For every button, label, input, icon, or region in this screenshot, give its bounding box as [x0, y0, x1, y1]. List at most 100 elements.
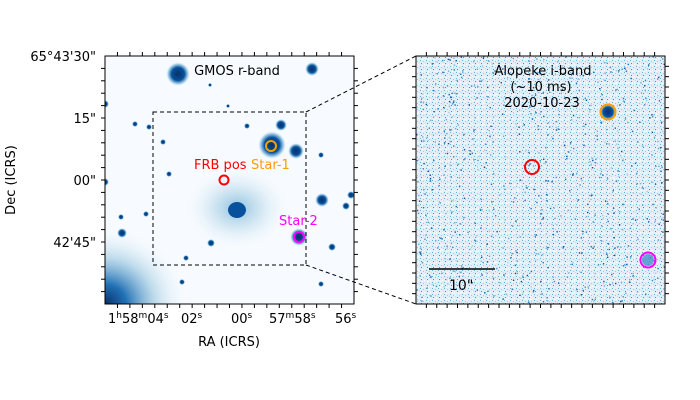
- noise-speck: [429, 180, 432, 182]
- noise-speck: [514, 272, 517, 275]
- noise-speck: [562, 72, 564, 75]
- noise-speck: [657, 141, 659, 143]
- noise-speck: [502, 100, 505, 102]
- noise-speck: [479, 208, 481, 210]
- noise-speck: [480, 198, 482, 201]
- x-tick-label: 56s: [335, 311, 357, 327]
- noise-speck: [613, 237, 615, 239]
- noise-speck: [624, 67, 626, 69]
- noise-speck: [468, 104, 470, 106]
- frb-marker-right: [524, 159, 540, 175]
- noise-speck: [427, 72, 429, 74]
- noise-speck: [551, 223, 553, 226]
- noise-speck: [441, 272, 443, 275]
- noise-speck: [516, 270, 518, 273]
- noise-speck: [533, 128, 535, 130]
- noise-speck: [634, 219, 637, 221]
- noise-speck: [540, 213, 542, 215]
- noise-speck: [430, 67, 432, 69]
- noise-speck: [522, 232, 524, 235]
- noise-speck: [587, 203, 589, 205]
- noise-speck: [528, 78, 531, 80]
- noise-speck: [473, 85, 476, 87]
- noise-speck: [436, 73, 438, 75]
- noise-speck: [658, 223, 660, 225]
- noise-speck: [591, 298, 594, 301]
- noise-speck: [622, 265, 625, 267]
- noise-speck: [591, 167, 594, 169]
- noise-speck: [558, 282, 560, 284]
- noise-speck: [509, 119, 511, 121]
- noise-speck: [459, 204, 461, 206]
- noise-speck: [487, 290, 489, 292]
- noise-speck: [580, 271, 582, 274]
- noise-speck: [496, 267, 498, 270]
- noise-speck: [454, 127, 457, 130]
- noise-speck: [429, 177, 432, 180]
- noise-speck: [515, 123, 517, 125]
- noise-speck: [579, 75, 582, 77]
- noise-speck: [433, 111, 436, 113]
- noise-speck: [622, 97, 625, 100]
- noise-speck: [416, 160, 418, 162]
- noise-speck: [642, 187, 644, 190]
- noise-speck: [486, 272, 488, 274]
- noise-speck: [448, 100, 451, 103]
- noise-speck: [492, 277, 495, 279]
- noise-speck: [503, 104, 505, 106]
- noise-speck: [471, 245, 474, 247]
- noise-speck: [535, 234, 537, 236]
- y-tick-label: 65°43'30": [30, 50, 96, 65]
- noise-speck: [599, 236, 601, 238]
- noise-speck: [610, 227, 612, 230]
- noise-speck: [618, 175, 620, 178]
- noise-speck: [642, 189, 644, 191]
- noise-speck: [512, 225, 514, 227]
- noise-speck: [490, 183, 493, 185]
- noise-speck: [602, 227, 605, 229]
- noise-speck: [545, 161, 547, 163]
- field-source: [315, 193, 329, 207]
- field-source: [290, 228, 308, 246]
- noise-speck: [544, 162, 546, 165]
- noise-speck: [593, 245, 595, 248]
- noise-speck: [435, 274, 437, 276]
- noise-speck: [600, 169, 602, 171]
- noise-speck: [416, 289, 418, 291]
- noise-speck: [541, 254, 544, 256]
- noise-speck: [580, 237, 582, 239]
- noise-speck: [607, 243, 610, 245]
- noise-speck: [584, 145, 586, 147]
- noise-speck: [612, 231, 615, 233]
- noise-speck: [578, 252, 581, 254]
- noise-speck: [617, 140, 619, 142]
- noise-speck: [569, 190, 571, 192]
- noise-speck: [509, 121, 511, 123]
- noise-speck: [571, 239, 573, 242]
- noise-speck: [662, 219, 664, 221]
- noise-speck: [648, 238, 650, 240]
- noise-speck: [507, 261, 509, 264]
- noise-speck: [641, 227, 643, 229]
- field-source: [132, 121, 138, 127]
- noise-speck: [601, 94, 603, 96]
- noise-speck: [532, 87, 535, 89]
- noise-speck: [428, 127, 430, 129]
- noise-speck: [416, 209, 419, 212]
- noise-speck: [526, 274, 528, 277]
- noise-speck: [439, 202, 441, 204]
- noise-speck: [633, 109, 635, 112]
- noise-speck: [566, 158, 568, 160]
- noise-speck: [545, 233, 548, 235]
- noise-speck: [645, 97, 647, 99]
- noise-speck: [486, 216, 488, 218]
- noise-speck: [489, 106, 491, 109]
- noise-speck: [583, 125, 585, 127]
- noise-speck: [510, 257, 512, 259]
- noise-speck: [423, 215, 426, 217]
- noise-speck: [619, 154, 622, 157]
- noise-speck: [604, 200, 607, 202]
- noise-speck: [631, 165, 633, 167]
- noise-speck: [472, 196, 474, 198]
- noise-speck: [656, 254, 658, 256]
